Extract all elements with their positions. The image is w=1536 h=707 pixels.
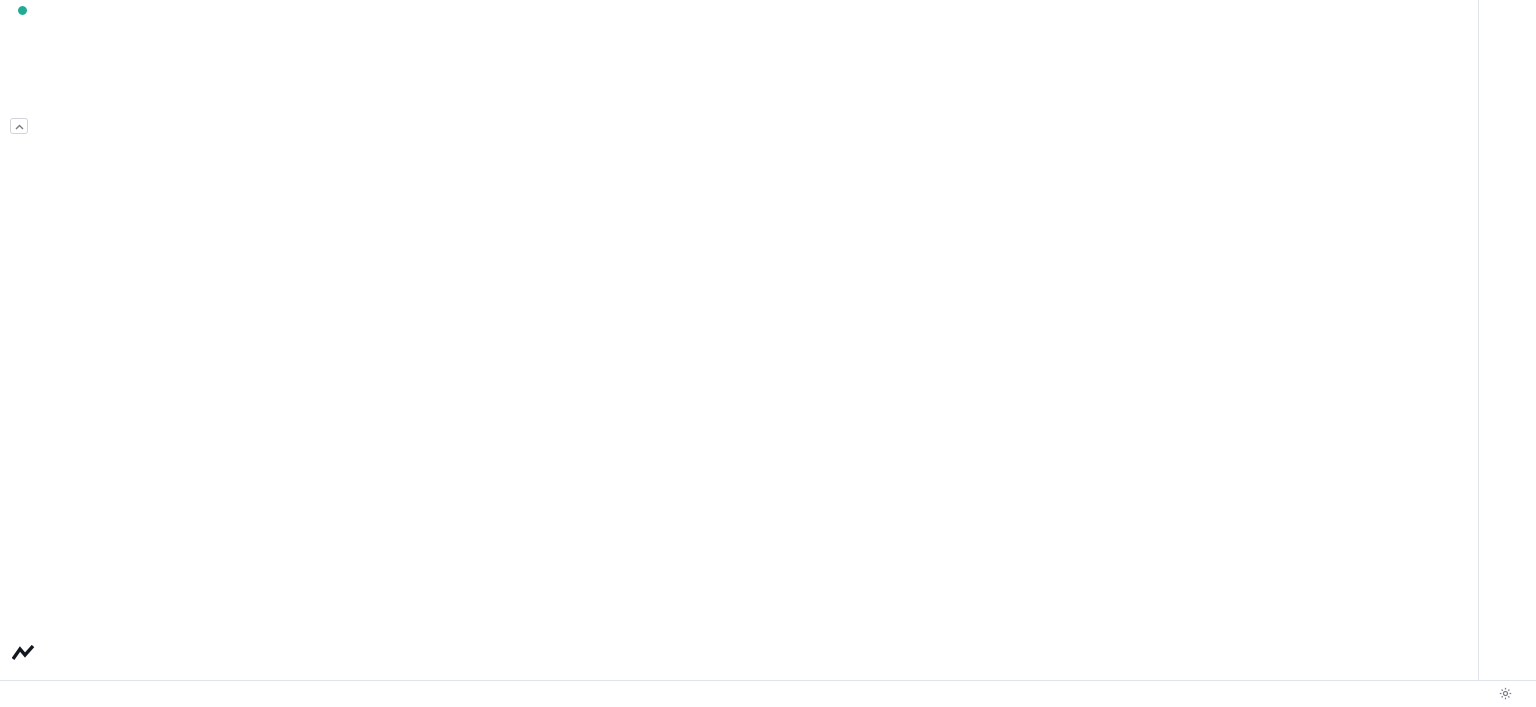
ma-20-row[interactable] xyxy=(10,29,17,52)
ma-50-row[interactable] xyxy=(10,52,17,75)
chart-legend xyxy=(10,6,83,15)
price-pane[interactable] xyxy=(0,0,1478,578)
ma-legend xyxy=(10,29,17,121)
axis-settings-gear-icon[interactable] xyxy=(1499,687,1512,705)
price-axis[interactable] xyxy=(1478,0,1536,680)
time-axis[interactable] xyxy=(0,680,1536,707)
ma-100-row[interactable] xyxy=(10,75,17,98)
legend-collapse-button[interactable] xyxy=(10,118,28,134)
rsi-pane[interactable] xyxy=(0,578,1478,680)
market-status-icon[interactable] xyxy=(18,6,27,15)
chevron-up-icon xyxy=(15,117,24,135)
tradingview-logo[interactable] xyxy=(11,644,40,667)
